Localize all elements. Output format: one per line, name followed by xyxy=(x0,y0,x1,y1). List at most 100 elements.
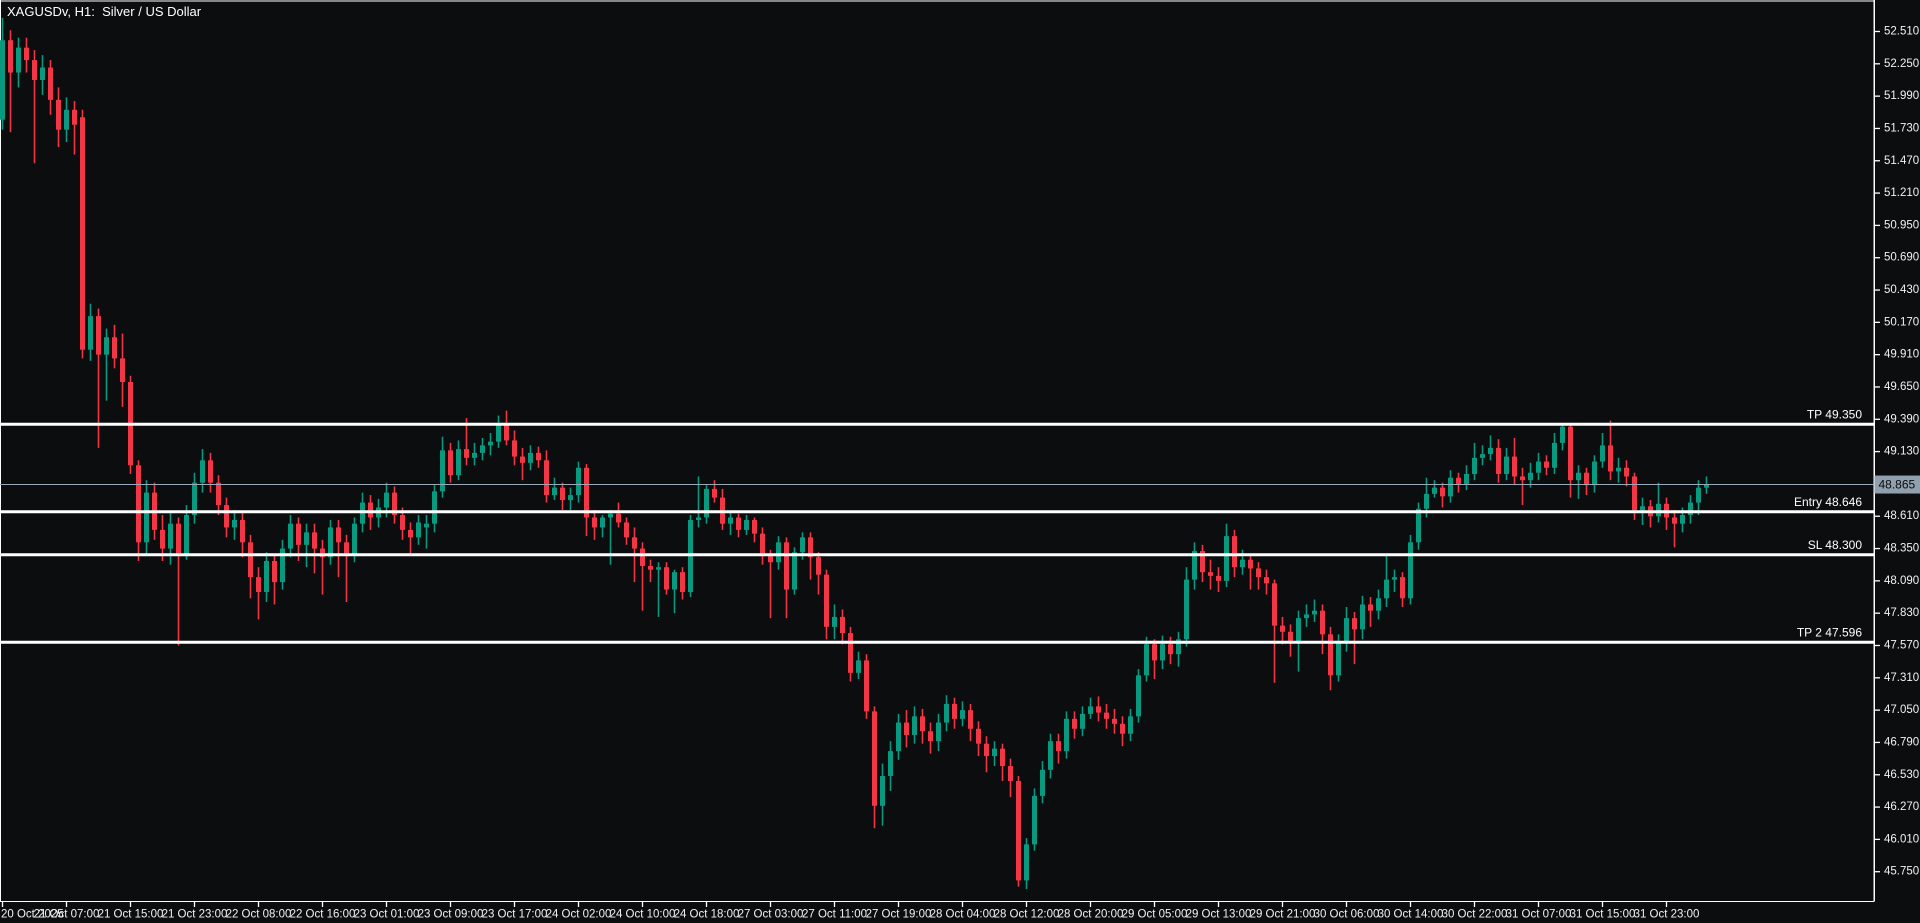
candle xyxy=(1096,696,1101,722)
current-price-badge xyxy=(1874,475,1920,494)
candle xyxy=(872,706,877,829)
candle xyxy=(784,537,789,619)
price-tick-label: 48.350 xyxy=(1884,543,1919,555)
candle xyxy=(1704,476,1709,494)
price-tick-label: 48.090 xyxy=(1884,575,1919,587)
candle xyxy=(1064,711,1069,759)
price-tick-label: 49.130 xyxy=(1884,446,1919,458)
candle xyxy=(1656,482,1661,523)
candle xyxy=(0,17,5,130)
price-tick-label: 52.250 xyxy=(1884,58,1919,70)
candle xyxy=(344,534,349,602)
candle xyxy=(896,713,901,760)
candle xyxy=(888,741,893,791)
candle xyxy=(1304,604,1309,627)
price-tick-label: 47.830 xyxy=(1884,607,1919,619)
candle xyxy=(416,514,421,545)
candle xyxy=(672,569,677,614)
candle xyxy=(1352,611,1357,665)
candle xyxy=(536,446,541,468)
candle xyxy=(1080,706,1085,737)
time-tick-label: 31 Oct 07:00 xyxy=(1506,909,1572,921)
level-line-sl[interactable]: SL 48.300 xyxy=(0,538,1874,557)
candle xyxy=(1112,708,1117,734)
candle xyxy=(824,569,829,640)
candle xyxy=(1480,445,1485,466)
price-tick-label: 50.950 xyxy=(1884,219,1919,231)
price-tick-label: 46.530 xyxy=(1884,769,1919,781)
time-tick-label: 22 Oct 08:00 xyxy=(226,909,292,921)
candle xyxy=(328,519,333,565)
time-tick-label: 23 Oct 09:00 xyxy=(418,909,484,921)
level-label-sl: SL 48.300 xyxy=(1808,538,1863,552)
candle xyxy=(16,37,21,88)
price-tick-label: 52.510 xyxy=(1884,26,1919,38)
candle xyxy=(600,514,605,538)
candle xyxy=(840,609,845,645)
time-tick-label: 21 Oct 23:00 xyxy=(162,909,228,921)
price-tick-label: 49.650 xyxy=(1884,381,1919,393)
candle xyxy=(1208,559,1213,590)
candle xyxy=(1032,788,1037,851)
level-line-entry[interactable]: Entry 48.646 xyxy=(0,495,1874,514)
time-tick-label: 31 Oct 15:00 xyxy=(1570,909,1636,921)
candle xyxy=(392,486,397,524)
candle xyxy=(480,437,485,461)
candle xyxy=(168,511,173,565)
candle xyxy=(1576,465,1581,499)
candle xyxy=(320,539,325,595)
price-tick-label: 47.570 xyxy=(1884,639,1919,651)
candle xyxy=(520,447,525,481)
candle xyxy=(264,552,269,602)
current-price-marker: 48.865 xyxy=(0,475,1920,494)
candle xyxy=(1072,711,1077,739)
candle xyxy=(144,480,149,555)
candle xyxy=(1440,482,1445,508)
time-tick-label: 23 Oct 01:00 xyxy=(354,909,420,921)
candle xyxy=(984,736,989,773)
candle xyxy=(728,512,733,535)
time-tick-label: 28 Oct 20:00 xyxy=(1058,909,1124,921)
time-tick-label: 22 Oct 16:00 xyxy=(290,909,356,921)
current-price-label: 48.865 xyxy=(1879,478,1916,492)
candle xyxy=(288,514,293,558)
candle xyxy=(1600,432,1605,468)
candle xyxy=(1200,544,1205,583)
candle xyxy=(408,522,413,555)
level-line-tp2[interactable]: TP 2 47.596 xyxy=(0,625,1874,644)
candle xyxy=(336,519,341,578)
candle xyxy=(104,328,109,401)
candle xyxy=(304,523,309,568)
candle xyxy=(88,303,93,361)
candle xyxy=(616,502,621,528)
candle xyxy=(936,713,941,752)
candle xyxy=(464,418,469,466)
candle xyxy=(832,604,837,640)
price-tick-label: 51.730 xyxy=(1884,122,1919,134)
price-axis[interactable]: 52.510 52.250 51.990 51.730 51.470 51.210 50.9… xyxy=(1874,26,1919,878)
candle xyxy=(24,37,29,73)
candle xyxy=(1312,599,1317,622)
candle xyxy=(96,308,101,448)
candle xyxy=(1584,467,1589,496)
candle xyxy=(816,552,821,595)
candle xyxy=(208,452,213,493)
time-tick-label: 24 Oct 18:00 xyxy=(674,909,740,921)
candle xyxy=(1344,606,1349,652)
time-tick-label: 21 Oct 07:00 xyxy=(34,909,100,921)
candle xyxy=(1496,439,1501,483)
candle xyxy=(80,109,85,359)
candle xyxy=(1288,624,1293,657)
candle xyxy=(176,517,181,646)
price-tick-label: 46.790 xyxy=(1884,736,1919,748)
candle xyxy=(952,697,957,729)
candle xyxy=(496,415,501,448)
candle xyxy=(848,626,853,682)
candle xyxy=(1544,455,1549,476)
candle xyxy=(280,539,285,590)
candle xyxy=(272,554,277,605)
candle xyxy=(904,710,909,748)
level-line-tp[interactable]: TP 49.350 xyxy=(0,407,1874,426)
